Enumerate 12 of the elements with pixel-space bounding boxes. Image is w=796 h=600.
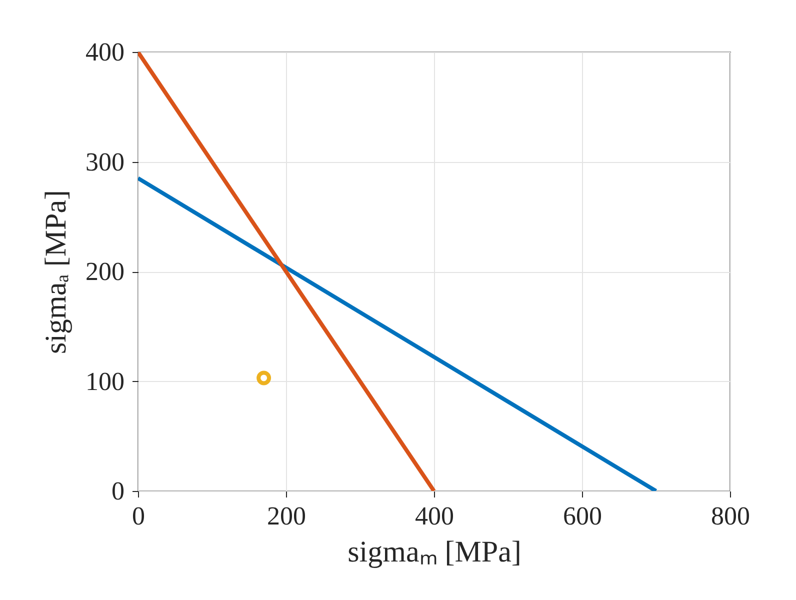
- x-tick-label: 600: [563, 502, 602, 530]
- y-tick-label: 200: [86, 257, 124, 286]
- y-tick-label: 400: [86, 38, 124, 66]
- x-axis-title: sigmaₘ [MPa]: [348, 536, 522, 568]
- y-tick-label: 0: [112, 476, 124, 506]
- x-tick-label: 200: [267, 502, 306, 530]
- x-tick-label: 400: [415, 502, 454, 530]
- y-tick-label: 100: [86, 366, 124, 396]
- x-tick-label: 800: [711, 502, 750, 530]
- y-tick-label: 300: [86, 147, 124, 176]
- x-tick-label: 0: [132, 502, 145, 530]
- y-axis-title: sigmaₐ [MPa]: [40, 190, 72, 354]
